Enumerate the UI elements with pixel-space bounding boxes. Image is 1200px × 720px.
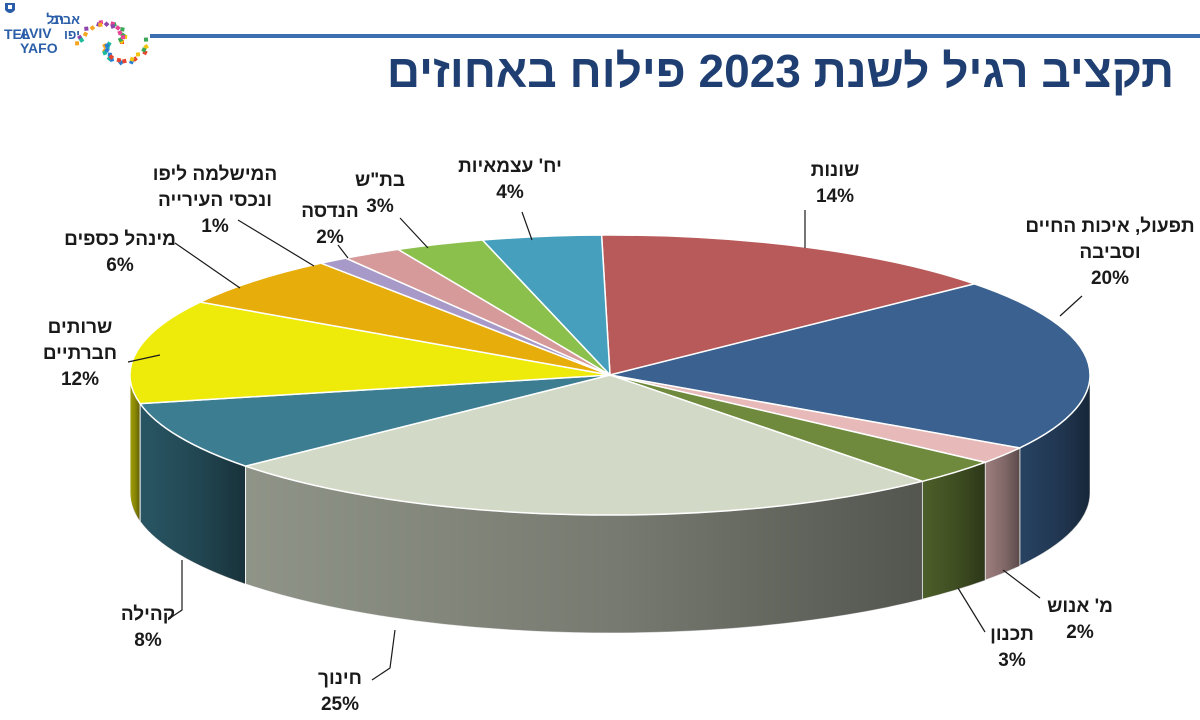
slice-percent-label: 1% bbox=[201, 216, 229, 237]
slice-percent-label: 12% bbox=[61, 369, 99, 390]
pie-slice bbox=[609, 283, 1091, 449]
slice-percent-label: 14% bbox=[816, 186, 854, 207]
logo-confetti-dot bbox=[108, 54, 115, 60]
tel-aviv-yafo-logo: תל TEL AVIV YAFO אביב יפו bbox=[4, 2, 154, 78]
logo-wordmark: תל TEL bbox=[4, 12, 84, 42]
pie-slice bbox=[129, 301, 611, 405]
slice-percent-label: 3% bbox=[998, 650, 1026, 671]
leader-line bbox=[399, 217, 429, 249]
slice-label: המישלמה ליפו bbox=[153, 164, 277, 185]
slice-label: מ' אנוש bbox=[1047, 596, 1113, 617]
pie-slice bbox=[600, 234, 978, 376]
slice-label: תפעול, איכות החיים bbox=[1025, 216, 1194, 237]
logo-wordmark-lower: AVIV YAFO bbox=[20, 26, 58, 56]
pie-slice bbox=[197, 262, 611, 376]
pie-slice-side-shade bbox=[922, 462, 986, 600]
leader-line bbox=[521, 211, 533, 241]
logo-confetti-dot bbox=[75, 41, 80, 46]
slice-percent-label: 20% bbox=[1091, 268, 1129, 289]
logo-latin-line-2: AVIV bbox=[20, 25, 52, 41]
pie-slice bbox=[242, 374, 926, 516]
header-rule bbox=[150, 34, 1200, 38]
leader-line bbox=[371, 629, 396, 681]
slice-percent-label: 25% bbox=[321, 694, 359, 715]
logo-confetti-dot bbox=[116, 57, 122, 63]
logo-hebrew-line-3: יפו bbox=[63, 27, 80, 42]
logo-confetti-dot bbox=[135, 52, 141, 57]
pie-slice-side-shade bbox=[985, 447, 1020, 581]
logo-latin-line-1: TEL bbox=[4, 26, 31, 42]
slice-percent-label: 3% bbox=[366, 196, 394, 217]
slice-percent-label: 2% bbox=[316, 227, 344, 248]
logo-confetti-dot bbox=[104, 42, 110, 49]
leader-line bbox=[237, 219, 315, 267]
logo-hebrew-line-1: תל bbox=[46, 11, 64, 27]
logo-confetti-dot bbox=[120, 35, 126, 40]
city-emblem-icon bbox=[5, 3, 15, 13]
slice-percent-label: 6% bbox=[106, 255, 134, 276]
slice-percent-label: 4% bbox=[496, 182, 524, 203]
logo-confetti-dot bbox=[103, 21, 110, 28]
logo-confetti-dot bbox=[110, 23, 116, 29]
logo-hebrew-line-2: אביב bbox=[50, 12, 80, 27]
slice-label: חינוך bbox=[318, 668, 362, 689]
slice-percent-label: 8% bbox=[134, 630, 162, 651]
leader-line bbox=[1059, 295, 1083, 317]
slice-label: הנדסה bbox=[301, 201, 358, 222]
slice-label: שרותים bbox=[48, 317, 113, 338]
logo-confetti-dot bbox=[115, 25, 121, 31]
slice-label: שונות bbox=[811, 160, 860, 181]
logo-confetti-burst-icon bbox=[75, 20, 149, 66]
slice-label: בת"ש bbox=[355, 170, 405, 191]
page-title: תקציב רגיל לשנת 2023 פילוח באחוזים bbox=[386, 45, 1174, 97]
logo-confetti-dot bbox=[141, 47, 147, 53]
leader-line bbox=[127, 354, 161, 363]
slice-percent-label: 2% bbox=[1066, 622, 1094, 643]
logo-confetti-dot bbox=[120, 27, 125, 32]
pie-slice-side-shade bbox=[245, 466, 923, 633]
logo-confetti-dot bbox=[78, 37, 85, 43]
pie-slice-side-shade bbox=[140, 403, 246, 585]
pie-slice bbox=[480, 234, 611, 378]
pie-slice-side-shade bbox=[130, 375, 141, 522]
leader-line bbox=[174, 242, 241, 289]
logo-confetti-dot bbox=[117, 30, 123, 36]
logo-latin-line-3: YAFO bbox=[20, 40, 58, 56]
slice-label: מינהל כספים bbox=[64, 229, 176, 250]
logo-confetti-dot bbox=[84, 26, 89, 31]
logo-confetti-dot bbox=[129, 56, 135, 62]
slice-label: חברתיים bbox=[43, 343, 117, 364]
leader-line bbox=[337, 244, 349, 259]
slice-label: יח' עצמאיות bbox=[458, 156, 562, 177]
logo-confetti-dot bbox=[121, 58, 127, 64]
pie-slice bbox=[138, 374, 611, 467]
leader-line bbox=[957, 587, 986, 633]
pie-slice-side-shade bbox=[1019, 375, 1090, 566]
slice-label: קהילה bbox=[121, 604, 175, 625]
logo-confetti-dot bbox=[104, 47, 110, 53]
leader-line bbox=[1002, 569, 1041, 599]
logo-confetti-dot bbox=[97, 22, 103, 28]
logo-hebrew-lower: אביב יפו bbox=[50, 12, 80, 42]
logo-confetti-dot bbox=[143, 37, 149, 42]
slice-label: וסביבה bbox=[1079, 242, 1140, 263]
logo-confetti-dot bbox=[82, 31, 89, 37]
leader-line bbox=[169, 560, 183, 619]
logo-confetti-dot bbox=[89, 25, 96, 31]
slice-label: ונכסי העירייה bbox=[158, 190, 272, 211]
slice-label: תכנון bbox=[990, 624, 1034, 645]
